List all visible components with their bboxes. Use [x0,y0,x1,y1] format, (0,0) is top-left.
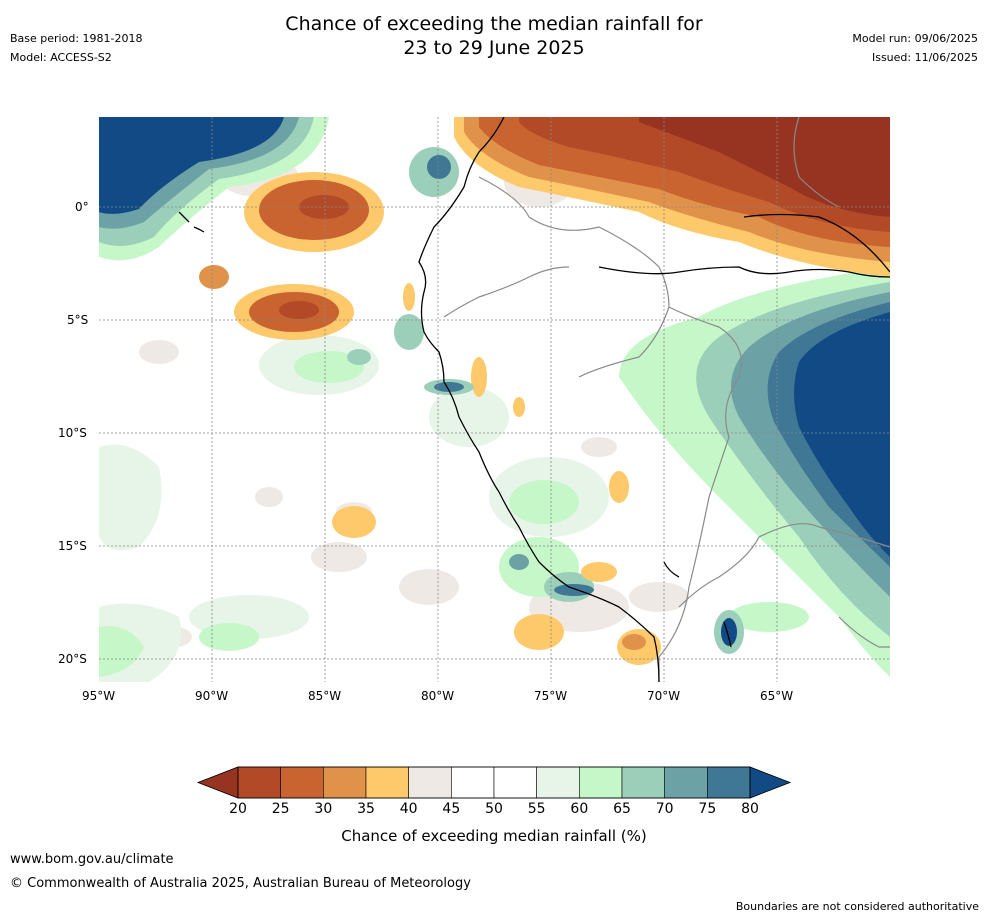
colorbar-tick-label: 80 [741,801,759,817]
colorbar-tick-label: 70 [655,801,674,817]
lon-label: 85°W [308,689,342,703]
colorbar-segment [280,766,324,799]
lon-label: 95°W [82,689,116,703]
colorbar-segment [365,766,409,799]
country-borders [443,117,890,682]
dry-ocean-blobs [199,172,661,665]
colorbar-tick-label: 40 [399,801,418,817]
colorbar-tick-label: 45 [442,801,461,817]
lon-label: 65°W [760,689,794,703]
lon-label: 90°W [195,689,229,703]
lon-label: 80°W [421,689,455,703]
colorbar-high-extend [749,766,792,799]
colorbar-segment [579,766,623,799]
lat-label: 0° [75,200,89,214]
map-title-line2: 23 to 29 June 2025 [403,37,585,59]
colorbar-segment [707,766,751,799]
colorbar-tick-label: 60 [570,801,589,817]
rainfall-probability-map [99,117,890,682]
lon-label: 70°W [647,689,681,703]
colorbar-segment [323,766,367,799]
coastline [178,117,890,682]
map-svg [99,117,890,682]
colorbar-tick-label: 25 [271,801,290,817]
colorbar-segment [237,766,281,799]
base-period: Base period: 1981-2018 [10,32,143,45]
footer-url[interactable]: www.bom.gov.au/climate [10,852,174,867]
wet-southeast-region [619,267,890,677]
lon-label: 75°W [534,689,568,703]
colorbar-tick-label: 20 [229,801,247,817]
colorbar-segment [493,766,537,799]
model-run: Model run: 09/06/2025 [852,32,978,45]
colorbar-tick-label: 75 [698,801,717,817]
model-name: Model: ACCESS-S2 [10,51,112,64]
footer-disclaimer: Boundaries are not considered authoritat… [735,900,979,913]
lat-label: 20°S [58,652,87,666]
colorbar-label: Chance of exceeding median rainfall (%) [341,827,647,845]
colorbar-tick-label: 30 [314,801,333,817]
colorbar-tick-label: 35 [357,801,375,817]
colorbar-segments [237,766,751,799]
colorbar-segment [664,766,708,799]
wet-northwest-region [99,117,329,261]
colorbar-segment [621,766,665,799]
colorbar-segment [408,766,452,799]
colorbar [196,766,792,799]
dry-northeast-region [454,117,890,277]
colorbar-tick-label: 65 [613,801,631,817]
colorbar-segment [451,766,495,799]
colorbar-tick-label: 50 [485,801,503,817]
lat-label: 5°S [67,313,89,327]
colorbar-low-extend [196,766,239,799]
map-title-line1: Chance of exceeding the median rainfall … [285,13,703,35]
lat-label: 15°S [58,539,87,553]
lat-label: 10°S [58,426,87,440]
colorbar-tick-label: 55 [527,801,546,817]
colorbar-segment [536,766,580,799]
wet-light-areas [99,335,809,682]
footer-copyright: © Commonwealth of Australia 2025, Austra… [10,876,471,891]
wet-coastal-blobs [347,147,744,654]
issued-date: Issued: 11/06/2025 [871,51,978,64]
